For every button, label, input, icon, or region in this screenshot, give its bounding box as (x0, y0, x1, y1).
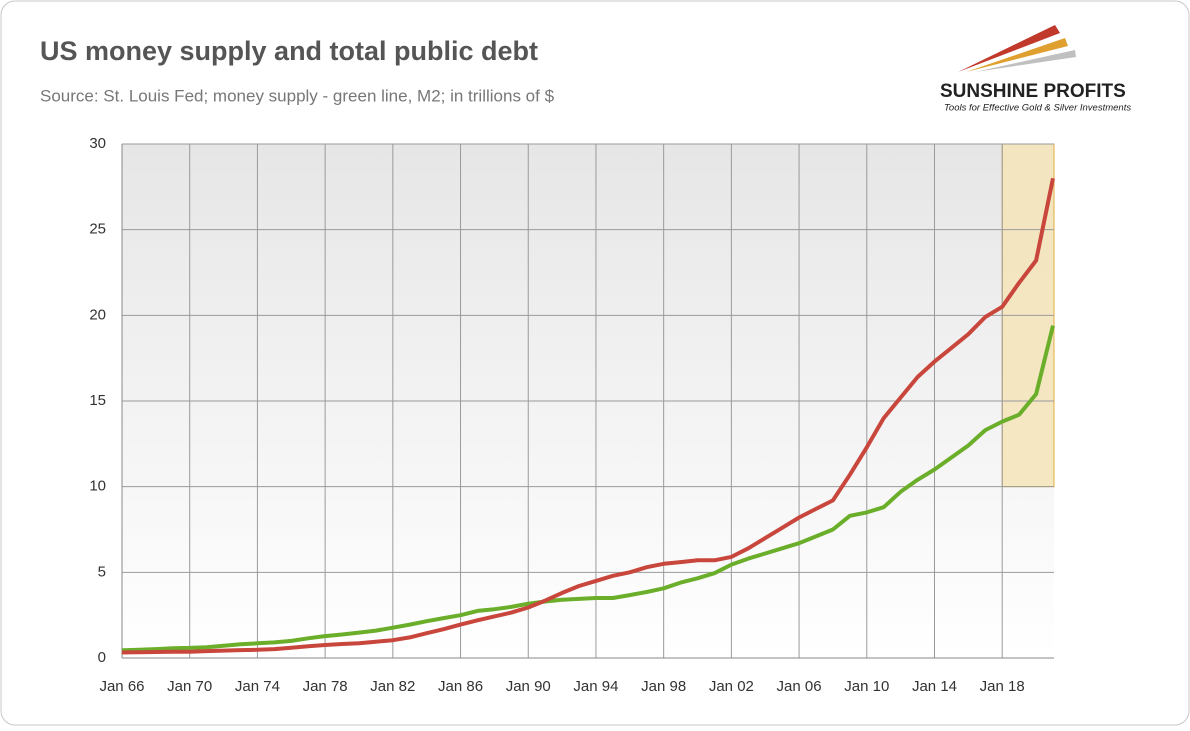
y-tick-label: 25 (89, 221, 106, 238)
y-tick-label: 20 (89, 306, 106, 323)
logo-ray (958, 25, 1060, 72)
logo: SUNSHINE PROFITS Tools for Effective Gol… (940, 25, 1131, 114)
x-tick-label: Jan 14 (912, 678, 957, 695)
chart-subtitle: Source: St. Louis Fed; money supply - gr… (40, 86, 555, 105)
logo-name: SUNSHINE PROFITS (940, 81, 1126, 102)
x-tick-label: Jan 94 (573, 678, 618, 695)
x-tick-label: Jan 06 (777, 678, 822, 695)
x-tick-label: Jan 78 (303, 678, 348, 695)
series-line (121, 177, 1055, 655)
y-tick-label: 15 (89, 392, 106, 409)
x-tick-label: Jan 74 (235, 678, 280, 695)
y-tick-label: 5 (98, 563, 106, 580)
logo-ray (966, 38, 1068, 72)
x-tick-label: Jan 82 (370, 678, 415, 695)
y-tick-label: 0 (98, 649, 106, 666)
x-tick-label: Jan 90 (506, 678, 551, 695)
logo-ray (975, 50, 1076, 72)
x-tick-label: Jan 02 (709, 678, 754, 695)
y-tick-label: 30 (89, 135, 106, 152)
x-tick-label: Jan 66 (99, 678, 144, 695)
x-tick-label: Jan 98 (641, 678, 686, 695)
chart-title: US money supply and total public debt (40, 36, 538, 66)
series-line (121, 325, 1055, 653)
logo-tagline: Tools for Effective Gold & Silver Invest… (944, 103, 1131, 114)
x-tick-label: Jan 10 (844, 678, 889, 695)
x-tick-label: Jan 70 (167, 678, 212, 695)
y-tick-label: 10 (89, 478, 106, 495)
x-tick-label: Jan 86 (438, 678, 483, 695)
x-tick-label: Jan 18 (980, 678, 1025, 695)
